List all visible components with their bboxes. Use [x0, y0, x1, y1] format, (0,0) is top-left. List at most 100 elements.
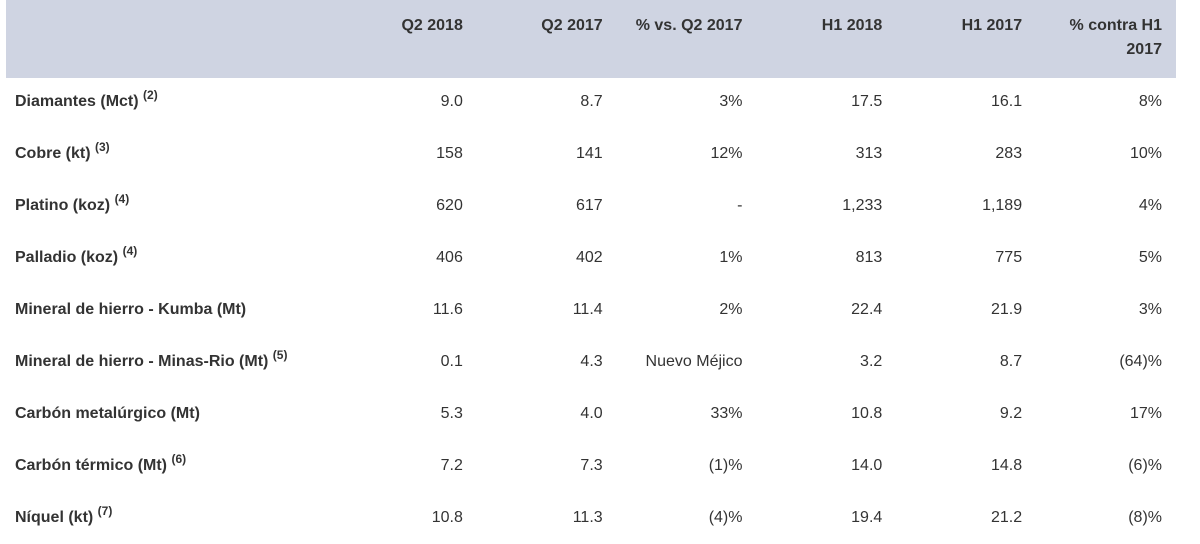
row-label-cell: Carbón térmico (Mt) (6)	[6, 442, 337, 494]
cell-h1-2018: 3.2	[860, 353, 883, 370]
production-table: Q2 2018 Q2 2017 % vs. Q2 2017 H1 2018 H1…	[6, 0, 1176, 544]
header-cell-pct-vs-q2-2017: % vs. Q2 2017	[635, 17, 743, 34]
row-label: Mineral de hierro - Kumba (Mt)	[15, 301, 247, 318]
row-label: Carbón térmico (Mt)	[15, 457, 167, 474]
row-label: Carbón metalúrgico (Mt)	[15, 405, 200, 422]
cell-h1-2018: 313	[855, 145, 883, 162]
footnote-marker: (7)	[97, 503, 113, 518]
header-cell-q2-2018: Q2 2018	[401, 17, 463, 34]
cell-pct-vs-q2-2017: 33%	[710, 405, 743, 422]
cell-q2-2017: 8.7	[580, 93, 603, 110]
footnote-marker: (6)	[171, 451, 187, 466]
cell-pct-vs-h1-2017: (8)%	[1128, 509, 1162, 526]
cell-q2-2018: 11.6	[432, 301, 463, 318]
cell-pct-vs-h1-2017: 5%	[1138, 249, 1162, 266]
row-label-cell: Platino (koz) (4)	[6, 182, 337, 234]
row-label-cell: Níquel (kt) (7)	[6, 494, 337, 544]
table-header: Q2 2018 Q2 2017 % vs. Q2 2017 H1 2018 H1…	[6, 0, 1176, 78]
cell-h1-2018: 813	[855, 249, 883, 266]
cell-q2-2018: 5.3	[440, 405, 463, 422]
footnote-marker: (3)	[95, 139, 110, 154]
cell-pct-vs-h1-2017: 8%	[1138, 93, 1162, 110]
row-label: Mineral de hierro - Minas-Rio (Mt)	[15, 353, 269, 370]
cell-h1-2018: 22.4	[851, 301, 883, 318]
footnote-marker: (4)	[122, 243, 138, 258]
cell-h1-2017: 21.2	[990, 509, 1023, 526]
cell-q2-2017: 141	[575, 145, 603, 162]
cell-q2-2017: 402	[575, 249, 603, 266]
header-cell-q2-2017: Q2 2017	[541, 17, 603, 34]
cell-pct-vs-q2-2017: (1)%	[708, 457, 743, 474]
cell-h1-2018: 10.8	[851, 405, 883, 422]
footnote-marker: (2)	[143, 87, 158, 102]
header-cell-h1-2018: H1 2018	[821, 17, 883, 34]
cell-q2-2018: 620	[436, 197, 463, 214]
cell-pct-vs-h1-2017: (6)%	[1128, 457, 1162, 474]
table-row: Níquel (kt) (7) 10.8 11.3 (4)% 19.4 21.2 (8)%	[6, 494, 1176, 544]
cell-pct-vs-q2-2017: (4)%	[708, 509, 743, 526]
table-body: Diamantes (Mct) (2) 9.0 8.7 3% 17.5 16.1 8% Cob…	[6, 78, 1176, 544]
cell-pct-vs-q2-2017: 1%	[719, 249, 743, 266]
table-row: Palladio (koz) (4) 406 402 1% 813 775 5%	[6, 234, 1176, 286]
cell-pct-vs-h1-2017: 3%	[1138, 301, 1162, 318]
cell-q2-2018: 158	[436, 145, 463, 162]
cell-h1-2017: 283	[995, 145, 1023, 162]
cell-pct-vs-h1-2017: 17%	[1129, 405, 1162, 422]
cell-h1-2017: 8.7	[999, 353, 1023, 370]
table-row: Mineral de hierro - Kumba (Mt) 11.6 11.4 2%…	[6, 286, 1176, 338]
row-label: Diamantes (Mct)	[15, 93, 139, 110]
cell-h1-2017: 16.1	[990, 93, 1023, 110]
header-cell-pct-vs-h1-2017: % contra H1 2017	[1069, 17, 1162, 58]
cell-q2-2018: 10.8	[431, 509, 463, 526]
cell-q2-2017: 7.3	[580, 457, 603, 474]
row-label-cell: Mineral de hierro - Kumba (Mt)	[6, 286, 337, 338]
header-cell-label	[6, 0, 337, 78]
row-label: Cobre (kt)	[15, 145, 91, 162]
cell-pct-vs-q2-2017: -	[737, 197, 743, 214]
cell-q2-2017: 617	[575, 197, 603, 214]
table-row: Mineral de hierro - Minas-Rio (Mt) (5) 0.…	[6, 338, 1176, 390]
cell-pct-vs-h1-2017: 4%	[1138, 197, 1162, 214]
cell-q2-2018: 7.2	[440, 457, 463, 474]
table-row: Diamantes (Mct) (2) 9.0 8.7 3% 17.5 16.1 8%	[6, 78, 1176, 130]
cell-h1-2017: 1,189	[982, 197, 1023, 214]
cell-h1-2018: 1,233	[842, 197, 883, 214]
cell-q2-2017: 4.3	[580, 353, 603, 370]
cell-pct-vs-q2-2017: 12%	[710, 145, 743, 162]
cell-h1-2017: 14.8	[990, 457, 1023, 474]
cell-q2-2017: 4.0	[580, 405, 603, 422]
cell-pct-vs-q2-2017: 2%	[719, 301, 743, 318]
table-row: Cobre (kt) (3) 158 141 12% 313 283 10%	[6, 130, 1176, 182]
cell-q2-2018: 0.1	[440, 353, 463, 370]
cell-q2-2017: 11.4	[572, 301, 603, 318]
row-label-cell: Palladio (koz) (4)	[6, 234, 337, 286]
table-row: Carbón térmico (Mt) (6) 7.2 7.3 (1)% 14.0 14.…	[6, 442, 1176, 494]
cell-pct-vs-q2-2017: Nuevo Méjico	[645, 353, 743, 370]
cell-h1-2018: 19.4	[851, 509, 883, 526]
row-label: Palladio (koz)	[15, 249, 119, 266]
cell-q2-2018: 9.0	[440, 93, 463, 110]
cell-pct-vs-q2-2017: 3%	[719, 93, 743, 110]
row-label-cell: Mineral de hierro - Minas-Rio (Mt) (5)	[6, 338, 337, 390]
cell-q2-2018: 406	[436, 249, 463, 266]
row-label-cell: Cobre (kt) (3)	[6, 130, 337, 182]
row-label: Platino (koz)	[15, 197, 111, 214]
cell-q2-2017: 11.3	[572, 509, 603, 526]
cell-h1-2017: 9.2	[999, 405, 1023, 422]
cell-h1-2017: 21.9	[990, 301, 1023, 318]
cell-pct-vs-h1-2017: (64)%	[1119, 353, 1162, 370]
cell-h1-2018: 17.5	[851, 93, 883, 110]
row-label: Níquel (kt)	[15, 509, 94, 526]
cell-pct-vs-h1-2017: 10%	[1129, 145, 1162, 162]
header-cell-h1-2017: H1 2017	[961, 17, 1023, 34]
table-row: Platino (koz) (4) 620 617 - 1,233 1,189 4%	[6, 182, 1176, 234]
header-row: Q2 2018 Q2 2017 % vs. Q2 2017 H1 2018 H1…	[6, 0, 1176, 78]
footnote-marker: (4)	[114, 191, 130, 206]
footnote-marker: (5)	[272, 347, 288, 362]
cell-h1-2017: 775	[995, 249, 1023, 266]
table-row: Carbón metalúrgico (Mt) 5.3 4.0 33% 10.8 9.2 1…	[6, 390, 1176, 442]
cell-h1-2018: 14.0	[851, 457, 883, 474]
row-label-cell: Carbón metalúrgico (Mt)	[6, 390, 337, 442]
row-label-cell: Diamantes (Mct) (2)	[6, 78, 337, 130]
